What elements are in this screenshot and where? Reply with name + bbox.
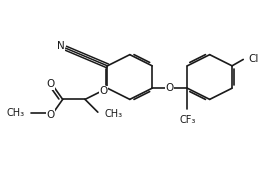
Text: O: O <box>46 110 55 120</box>
Text: O: O <box>99 86 108 96</box>
Text: CH₃: CH₃ <box>104 109 122 119</box>
Text: O: O <box>166 83 174 93</box>
Text: CH₃: CH₃ <box>6 108 24 118</box>
Text: N: N <box>57 41 65 51</box>
Text: CF₃: CF₃ <box>179 115 195 125</box>
Text: Cl: Cl <box>248 54 258 64</box>
Text: O: O <box>46 79 55 89</box>
